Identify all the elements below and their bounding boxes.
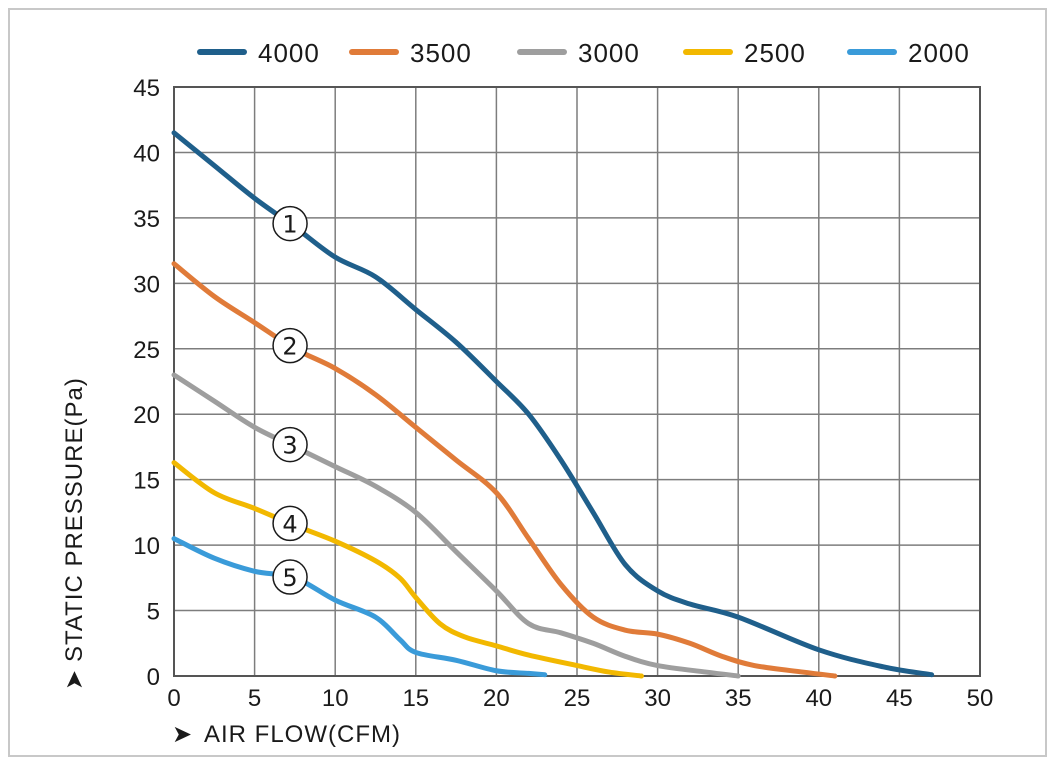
curve-marker-circle	[272, 559, 308, 595]
curve-marker-label: 2	[282, 333, 297, 361]
legend: 4000 3500 3000 2500 2000	[197, 38, 970, 68]
series-line-2000	[171, 536, 548, 678]
y-axis-arrow-icon: ➤	[61, 669, 88, 690]
curve-marker-circle	[272, 426, 308, 463]
x-tick-label: 15	[402, 685, 429, 712]
x-tick-label: 45	[886, 685, 913, 712]
legend-label-2000: 2000	[908, 38, 970, 68]
y-tick-label: 10	[133, 533, 160, 560]
x-tick-label: 0	[167, 685, 180, 712]
markers-layer: 1 2 3 4 5	[272, 205, 308, 595]
curve-marker-label: 1	[282, 211, 297, 239]
y-axis-title-group: ➤ STATIC PRESSURE(Pa)	[61, 377, 88, 690]
plot-border	[173, 86, 981, 677]
x-axis-title: AIR FLOW(CFM)	[204, 721, 401, 748]
x-tick-label: 50	[967, 685, 994, 712]
curve-marker-label: 5	[282, 564, 297, 592]
y-tick-label: 25	[133, 337, 160, 364]
x-tick-label: 25	[564, 685, 591, 712]
x-axis-title-group: ➤ AIR FLOW(CFM)	[172, 721, 401, 748]
curve-marker-circle	[272, 505, 308, 542]
legend-label-2500: 2500	[744, 38, 806, 68]
x-tick-label: 20	[483, 685, 510, 712]
x-tick-label: 5	[248, 685, 261, 712]
curve-marker-circle	[272, 327, 308, 364]
curve-marker-label: 3	[282, 432, 297, 460]
y-tick-label: 45	[133, 75, 160, 102]
y-tick-label: 30	[133, 271, 160, 298]
y-tick-label: 0	[147, 664, 160, 691]
x-tick-label: 35	[725, 685, 752, 712]
y-tick-label: 15	[133, 468, 160, 495]
legend-label-3500: 3500	[410, 38, 472, 68]
y-tick-label: 5	[147, 599, 160, 626]
curve-marker-label: 4	[282, 510, 297, 538]
x-tick-label: 40	[805, 685, 832, 712]
legend-label-3000: 3000	[578, 38, 640, 68]
x-tick-label: 10	[322, 685, 349, 712]
curve-marker-circle	[272, 205, 308, 242]
series-line-2500	[171, 460, 644, 679]
y-tick-label: 35	[133, 206, 160, 233]
x-axis-arrow-icon: ➤	[172, 721, 193, 748]
x-tick-label: 30	[644, 685, 671, 712]
y-axis-title: STATIC PRESSURE(Pa)	[61, 377, 88, 662]
y-tick-label: 40	[133, 140, 160, 167]
legend-label-4000: 4000	[258, 38, 320, 68]
y-tick-label: 20	[133, 402, 160, 429]
